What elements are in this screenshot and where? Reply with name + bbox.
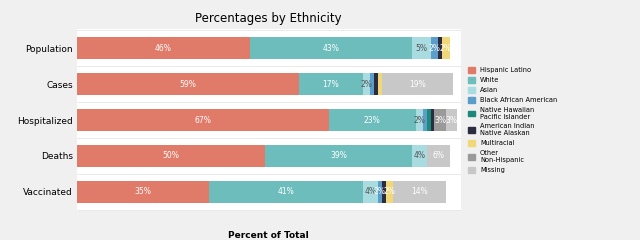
Bar	[427, 145, 449, 167]
Bar	[250, 37, 412, 59]
Title: Percentages by Ethnicity: Percentages by Ethnicity	[195, 12, 342, 25]
Text: 2%: 2%	[440, 44, 452, 53]
Bar	[299, 73, 363, 95]
Bar	[363, 181, 378, 203]
Bar	[435, 109, 445, 131]
Bar	[445, 109, 457, 131]
Text: 41%: 41%	[277, 187, 294, 196]
Text: 35%: 35%	[134, 187, 151, 196]
Text: 19%: 19%	[409, 80, 426, 89]
Bar	[385, 181, 393, 203]
Text: 59%: 59%	[179, 80, 196, 89]
Text: Percent of Total: Percent of Total	[228, 231, 309, 240]
Text: 2%: 2%	[413, 115, 426, 125]
Text: 3%: 3%	[445, 115, 458, 125]
Bar	[378, 181, 381, 203]
Text: 2%: 2%	[429, 44, 440, 53]
Bar	[415, 109, 423, 131]
Bar	[363, 73, 371, 95]
Text: 2%: 2%	[383, 187, 396, 196]
Bar	[329, 109, 415, 131]
Bar	[209, 181, 363, 203]
Bar	[77, 145, 265, 167]
Text: 4%: 4%	[413, 151, 426, 160]
Text: 50%: 50%	[163, 151, 179, 160]
Bar	[77, 37, 250, 59]
Bar	[371, 73, 374, 95]
Text: 46%: 46%	[155, 44, 172, 53]
Bar	[442, 37, 449, 59]
Bar	[438, 37, 442, 59]
Text: 4%: 4%	[364, 187, 376, 196]
Text: 67%: 67%	[195, 115, 211, 125]
Text: 23%: 23%	[364, 115, 381, 125]
Bar	[77, 109, 329, 131]
Bar	[412, 145, 427, 167]
Bar	[381, 181, 385, 203]
Text: 17%: 17%	[323, 80, 339, 89]
Text: 5%: 5%	[415, 44, 428, 53]
Bar	[381, 73, 453, 95]
Bar	[374, 73, 378, 95]
Bar	[77, 73, 299, 95]
Legend: Hispanic Latino, White, Asian, Black African American, Native Hawaiian
Pacific I: Hispanic Latino, White, Asian, Black Afr…	[468, 67, 557, 173]
Bar	[77, 181, 209, 203]
Bar	[431, 37, 438, 59]
Bar	[378, 73, 381, 95]
Text: 2%: 2%	[361, 80, 372, 89]
Text: 43%: 43%	[323, 44, 339, 53]
Text: 39%: 39%	[330, 151, 347, 160]
Bar	[265, 145, 412, 167]
Bar	[423, 109, 427, 131]
Bar	[431, 109, 435, 131]
Text: 3%: 3%	[434, 115, 446, 125]
Text: 6%: 6%	[432, 151, 444, 160]
Bar	[427, 109, 431, 131]
Bar	[412, 37, 431, 59]
Bar	[393, 181, 445, 203]
Text: 2%: 2%	[374, 187, 386, 196]
Text: 14%: 14%	[411, 187, 428, 196]
